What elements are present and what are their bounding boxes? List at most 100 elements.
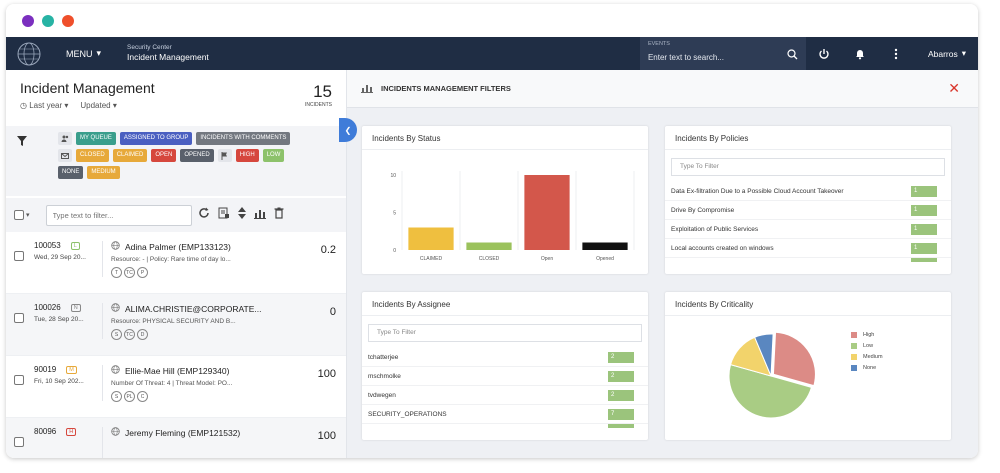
breadcrumb-section[interactable]: Security Center xyxy=(127,44,172,52)
filter-tag-open[interactable]: OPEN xyxy=(151,149,177,162)
legend-label: Medium xyxy=(863,354,883,360)
clock-icon: ◷ xyxy=(20,101,27,110)
criticality-legend: High Low Medium None xyxy=(851,332,883,376)
filter-tag-closed[interactable]: CLOSED xyxy=(76,149,109,162)
assignment-circle: P xyxy=(137,267,148,278)
row-checkbox[interactable] xyxy=(14,313,24,323)
severity-badge: N xyxy=(70,303,81,312)
users-icon[interactable] xyxy=(58,132,72,145)
incident-row[interactable]: 80096 H Jeremy Fleming (EMP121532) 100 xyxy=(6,418,346,458)
search-icon[interactable] xyxy=(787,47,798,65)
list-item-label: Drive By Compromise xyxy=(671,206,735,214)
sort-icon[interactable] xyxy=(237,206,246,224)
filter-tag-assigned-to-group[interactable]: ASSIGNED TO GROUP xyxy=(119,132,193,145)
funnel-icon[interactable] xyxy=(16,134,28,152)
close-icon[interactable]: ✕ xyxy=(948,80,960,96)
incident-row[interactable]: 90019 M Fri, 10 Sep 202... Ellie-Mae Hill (… xyxy=(6,356,346,418)
filter-tag-claimed[interactable]: CLAIMED xyxy=(112,149,148,162)
filter-tag-high[interactable]: HIGH xyxy=(235,149,259,162)
window-minimize-dot[interactable] xyxy=(42,14,54,27)
list-item-count: 2 xyxy=(608,389,634,401)
mail-icon[interactable] xyxy=(58,149,72,162)
assignment-circle: PL xyxy=(124,391,135,402)
filter-tag-my-queue[interactable]: MY QUEUE xyxy=(76,132,116,145)
row-checkbox[interactable] xyxy=(14,437,24,447)
list-item[interactable]: mschmolke 2 xyxy=(362,367,648,386)
filter-tag-none[interactable]: NONE xyxy=(58,166,84,179)
quick-filters: MY QUEUE ASSIGNED TO GROUP INCIDENTS WITH … xyxy=(6,126,346,196)
row-checkbox[interactable] xyxy=(14,251,24,261)
window-maximize-dot[interactable] xyxy=(62,14,74,27)
legend-item[interactable]: Low xyxy=(851,343,883,349)
incident-row[interactable]: 100053 L Wed, 29 Sep 20... Adina Palmer (EM… xyxy=(6,232,346,294)
row-checkbox[interactable] xyxy=(14,375,24,385)
chart-icon[interactable] xyxy=(253,206,266,224)
status-bar-closed[interactable] xyxy=(466,242,512,251)
incident-id: 80096 xyxy=(34,427,57,436)
list-item-label: Local accounts created on windows xyxy=(671,244,774,252)
pie-slice-high[interactable] xyxy=(772,331,816,387)
trash-icon[interactable] xyxy=(274,206,284,224)
pie-slice-low[interactable] xyxy=(728,364,813,419)
window-close-dot[interactable] xyxy=(22,14,34,27)
power-icon[interactable] xyxy=(806,37,842,70)
list-filter-input[interactable] xyxy=(45,204,192,226)
legend-label: High xyxy=(863,332,875,338)
app-window: MENU ▾ Security Center Incident Manageme… xyxy=(6,4,978,458)
sort-dropdown[interactable]: Updated ▾ xyxy=(80,101,117,110)
events-search: EVENTS xyxy=(639,37,806,70)
period-dropdown[interactable]: ◷ Last year ▾ xyxy=(20,101,68,110)
list-item[interactable]: SECURITY_OPERATIONS 7 xyxy=(362,405,648,424)
filter-tag-low[interactable]: LOW xyxy=(262,149,285,162)
filter-tag-medium[interactable]: MEDIUM xyxy=(87,166,120,179)
incident-row[interactable]: 100026 N Tue, 28 Sep 20... ALIMA.CHRISTIE@C… xyxy=(6,294,346,356)
status-bar-open[interactable] xyxy=(524,175,570,250)
more-vertical-icon[interactable] xyxy=(878,37,914,70)
menu-button[interactable]: MENU ▾ xyxy=(66,48,101,59)
list-item-count: 1 xyxy=(911,204,937,216)
status-card-title: Incidents By Status xyxy=(362,126,648,150)
list-item[interactable]: Drive By Compromise 1 xyxy=(665,201,951,220)
pie-slice-none[interactable] xyxy=(754,333,774,377)
app-header: MENU ▾ Security Center Incident Manageme… xyxy=(6,37,978,70)
filters-panel-title: INCIDENTS MANAGEMENT FILTERS xyxy=(381,84,511,93)
filter-tag-opened[interactable]: OPENED xyxy=(180,149,214,162)
incident-id: 100026 xyxy=(34,303,61,312)
incident-description: Number Of Threat: 4 | Threat Model: PO..… xyxy=(111,380,233,387)
incident-subject: Ellie-Mae Hill (EMP129340) xyxy=(125,365,230,376)
list-item[interactable]: tvdwegen 2 xyxy=(362,386,648,405)
user-menu[interactable]: Abarros ▾ xyxy=(928,48,966,59)
incident-list: 100053 L Wed, 29 Sep 20... Adina Palmer (EM… xyxy=(6,232,346,458)
list-item[interactable]: tchatterjee 2 xyxy=(362,348,648,367)
status-bar-claimed[interactable] xyxy=(408,227,454,251)
globe-logo-icon[interactable] xyxy=(12,39,46,69)
bell-icon[interactable] xyxy=(842,37,878,70)
window-titlebar xyxy=(6,4,978,37)
collapse-toggle-icon[interactable]: ❮ xyxy=(339,118,357,142)
chevron-down-icon[interactable]: ▾ xyxy=(26,212,30,219)
incident-date: Wed, 29 Sep 20... xyxy=(34,254,86,261)
list-item[interactable]: Exploitation of Public Services 1 xyxy=(665,220,951,239)
export-icon[interactable] xyxy=(218,206,230,224)
incident-subject: ALIMA.CHRISTIE@CORPORATE... xyxy=(125,303,262,314)
search-input[interactable] xyxy=(647,53,778,62)
sort-label: Updated xyxy=(80,101,111,110)
select-all-checkbox[interactable] xyxy=(14,210,24,220)
list-item[interactable]: Local accounts created on windows 1 xyxy=(665,239,951,258)
assignee-filter-input[interactable]: Type To Filter xyxy=(368,324,642,342)
refresh-icon[interactable] xyxy=(198,206,210,224)
policies-filter-input[interactable]: Type To Filter xyxy=(671,158,945,176)
filter-tag-incidents-with-comments[interactable]: INCIDENTS WITH COMMENTS xyxy=(196,132,291,145)
count-label: INCIDENTS xyxy=(305,102,332,108)
legend-item[interactable]: Medium xyxy=(851,354,883,360)
y-tick-label: 0 xyxy=(393,248,396,254)
search-label: EVENTS xyxy=(647,41,670,47)
assignment-circle: S xyxy=(111,329,122,340)
criticality-card: Incidents By Criticality High Low Medium No… xyxy=(665,292,951,440)
list-item[interactable]: Data Ex-filtration Due to a Possible Clo… xyxy=(665,182,951,201)
status-bar-opened[interactable] xyxy=(582,242,628,251)
list-item-count: 1 xyxy=(911,242,937,254)
flag-icon[interactable] xyxy=(217,149,232,162)
legend-item[interactable]: High xyxy=(851,332,883,338)
legend-item[interactable]: None xyxy=(851,365,883,371)
